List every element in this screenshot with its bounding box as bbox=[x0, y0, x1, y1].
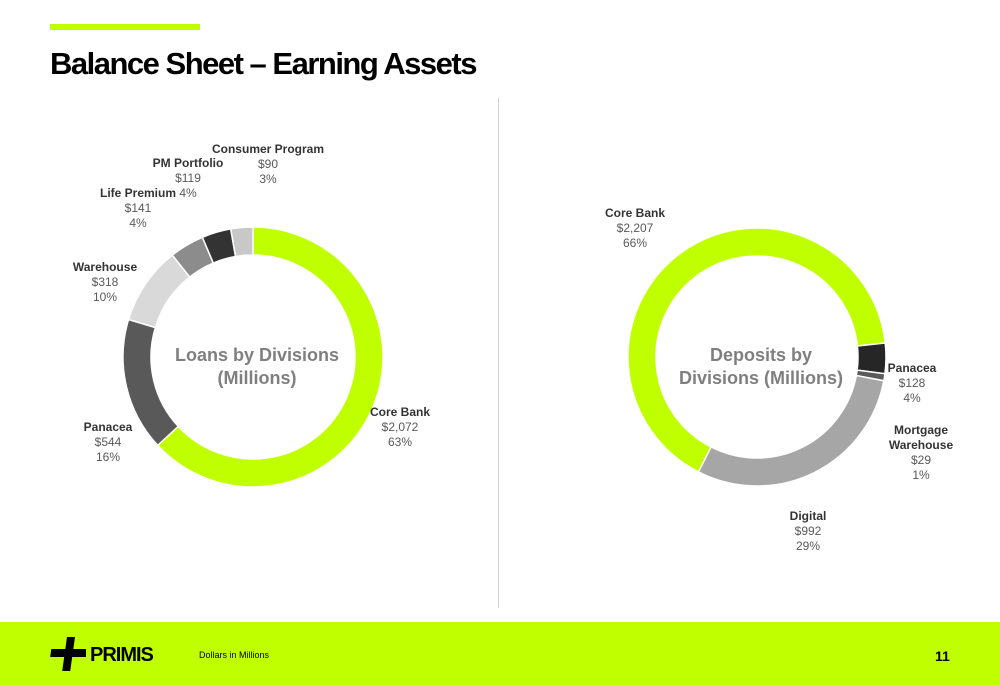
data-label: Digital $992 29% bbox=[748, 509, 868, 554]
value-label: $128 bbox=[898, 376, 926, 390]
data-label: Panacea $544 16% bbox=[48, 420, 168, 465]
category-label: Warehouse bbox=[72, 260, 138, 274]
data-label: Core Bank $2,207 66% bbox=[575, 206, 695, 251]
category-label: Core Bank bbox=[604, 206, 666, 220]
slide-title: Balance Sheet – Earning Assets bbox=[50, 46, 477, 81]
share-label: 4% bbox=[179, 186, 197, 200]
share-label: 63% bbox=[387, 435, 413, 449]
category-label: Digital bbox=[789, 509, 827, 523]
value-label: $318 bbox=[91, 275, 119, 289]
category-label: Mortgage Warehouse bbox=[888, 423, 954, 452]
value-label: $992 bbox=[794, 524, 822, 538]
footer: PRIMIS Dollars in Millions 11 bbox=[0, 622, 1000, 685]
value-label: $90 bbox=[257, 157, 279, 171]
value-label: $2,207 bbox=[616, 221, 654, 235]
share-label: 1% bbox=[912, 468, 930, 482]
data-label: Consumer Program $90 3% bbox=[198, 142, 338, 187]
page-number: 11 bbox=[935, 648, 950, 664]
share-label: 4% bbox=[129, 216, 147, 230]
category-label: Core Bank bbox=[369, 405, 431, 419]
data-label: Life Premium $141 4% bbox=[78, 186, 198, 231]
logo-mark bbox=[50, 637, 86, 671]
category-label: Consumer Program bbox=[211, 142, 325, 156]
category-label: Panacea bbox=[83, 420, 133, 434]
share-label: 10% bbox=[92, 290, 118, 304]
value-label: $29 bbox=[910, 453, 932, 467]
brand: PRIMIS bbox=[90, 644, 154, 666]
value-label: $544 bbox=[94, 435, 122, 449]
value-label: $2,072 bbox=[381, 420, 419, 434]
category-label: Life Premium bbox=[99, 186, 177, 200]
data-label: Core Bank $2,072 63% bbox=[340, 405, 460, 450]
donut-slice bbox=[697, 374, 885, 487]
category-label: PM Portfolio bbox=[152, 156, 224, 170]
data-label: Mortgage Warehouse $29 1% bbox=[881, 423, 961, 483]
share-label: 66% bbox=[622, 236, 648, 250]
charts bbox=[122, 226, 887, 488]
data-label: PM Portfolio $119 4% bbox=[128, 156, 248, 201]
chart-title: Deposits by Divisions (Millions) bbox=[678, 345, 843, 388]
donut-slice bbox=[156, 226, 384, 488]
divider bbox=[498, 98, 499, 608]
donut-slice bbox=[229, 226, 254, 258]
share-label: 3% bbox=[259, 172, 277, 186]
share-label: 29% bbox=[795, 539, 821, 553]
share-label: 4% bbox=[903, 391, 921, 405]
category-label: Panacea bbox=[887, 361, 937, 375]
donut-slice bbox=[627, 227, 887, 473]
value-label: $141 bbox=[124, 201, 152, 215]
accent-bar bbox=[50, 24, 200, 30]
data-label: Panacea $128 4% bbox=[852, 361, 972, 406]
footnote: Dollars in Millions bbox=[199, 650, 270, 660]
share-label: 16% bbox=[95, 450, 121, 464]
chart-title: Loans by Divisions (Millions) bbox=[174, 345, 340, 388]
data-label: Warehouse $318 10% bbox=[45, 260, 165, 305]
value-label: $119 bbox=[175, 171, 201, 185]
